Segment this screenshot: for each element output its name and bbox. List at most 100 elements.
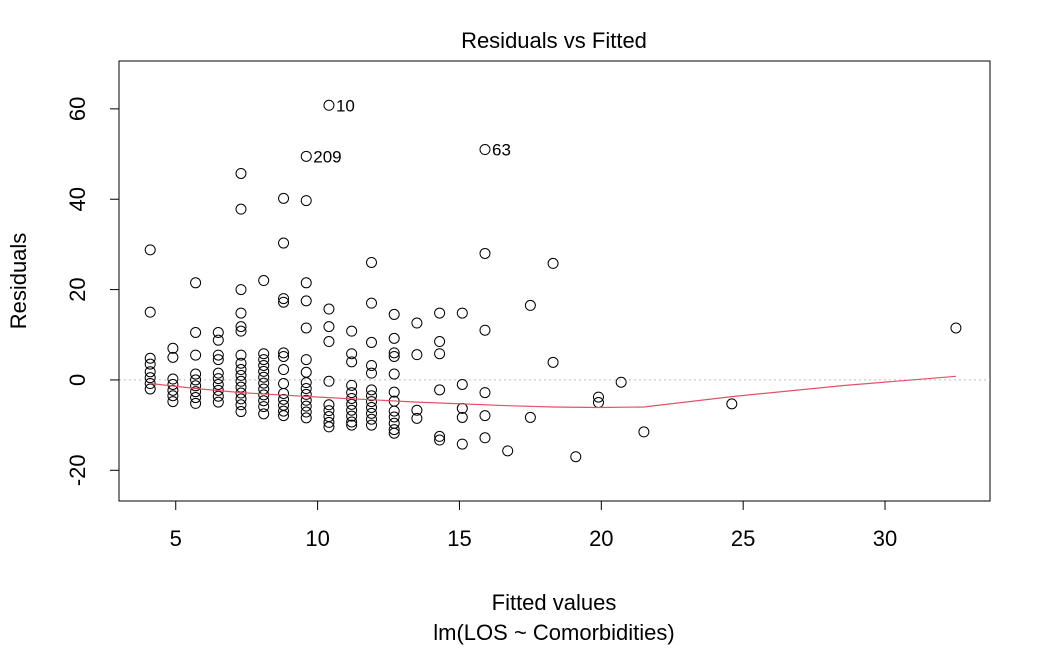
data-point [366, 297, 378, 309]
data-point [456, 402, 468, 414]
data-point [434, 348, 446, 360]
data-point [278, 350, 290, 362]
data-point [388, 427, 400, 439]
data-point [235, 364, 247, 376]
data-point [278, 347, 290, 359]
data-point [388, 332, 400, 344]
y-tick-label: 40 [65, 187, 90, 211]
data-point [278, 399, 290, 411]
data-point [278, 393, 290, 405]
data-point [502, 445, 514, 457]
model-formula-label: lm(LOS ~ Comorbidities) [433, 620, 674, 645]
data-point [300, 400, 312, 412]
data-point [212, 396, 224, 408]
data-point [346, 356, 358, 368]
data-point [212, 390, 224, 402]
data-point [258, 383, 270, 395]
data-point [346, 379, 358, 391]
data-point [278, 364, 290, 376]
y-tick-label: 0 [65, 374, 90, 386]
data-point [323, 303, 335, 315]
data-point [190, 397, 202, 409]
data-point [278, 410, 290, 422]
data-point [950, 322, 962, 334]
x-tick-label: 30 [873, 526, 897, 551]
data-point [366, 384, 378, 396]
chart-title: Residuals vs Fitted [461, 28, 647, 53]
data-point [456, 378, 468, 390]
data-point [300, 383, 312, 395]
y-axis-label: Residuals [6, 233, 31, 330]
point-label: 209 [313, 147, 341, 166]
data-point [144, 306, 156, 318]
data-point [278, 387, 290, 399]
data-point [346, 416, 358, 428]
data-point [388, 308, 400, 320]
data-point [323, 411, 335, 423]
data-point [235, 369, 247, 381]
data-point [434, 430, 446, 442]
data-point [479, 324, 491, 336]
data-point [144, 352, 156, 364]
data-point [278, 192, 290, 204]
data-point [190, 326, 202, 338]
data-point [167, 378, 179, 390]
data-point [456, 438, 468, 450]
data-point [300, 277, 312, 289]
data-point [479, 247, 491, 259]
data-point [212, 334, 224, 346]
x-tick-label: 20 [589, 526, 613, 551]
data-point [167, 373, 179, 385]
data-point [167, 342, 179, 354]
data-point [300, 377, 312, 389]
scatter-points [144, 99, 962, 463]
data-point [144, 366, 156, 378]
data-point [300, 394, 312, 406]
data-point [323, 99, 335, 111]
data-point [212, 326, 224, 338]
data-point [300, 322, 312, 334]
data-point [190, 374, 202, 386]
y-axis: -20 0 20 40 60 [65, 97, 120, 486]
data-point [258, 395, 270, 407]
data-point [235, 167, 247, 179]
data-point [258, 408, 270, 420]
data-point [592, 391, 604, 403]
x-tick-label: 15 [447, 526, 471, 551]
plot-box [118, 60, 991, 502]
data-point [547, 356, 559, 368]
point-labels: 10 209 63 [313, 96, 511, 166]
data-point [235, 284, 247, 296]
data-point [411, 404, 423, 416]
data-point [235, 381, 247, 393]
data-point [212, 373, 224, 385]
data-point [190, 349, 202, 361]
data-point [456, 411, 468, 423]
data-point [278, 237, 290, 249]
data-point [366, 359, 378, 371]
data-point [278, 378, 290, 390]
point-label: 10 [336, 96, 355, 115]
data-point [323, 416, 335, 428]
data-point [366, 390, 378, 402]
data-point [366, 419, 378, 431]
data-point [212, 349, 224, 361]
data-point [638, 426, 650, 438]
data-point [235, 349, 247, 361]
data-point [434, 336, 446, 348]
data-point [167, 351, 179, 363]
data-point [258, 275, 270, 287]
data-point [300, 366, 312, 378]
point-label: 63 [492, 141, 511, 160]
smoother-line [150, 375, 957, 409]
data-point [524, 299, 536, 311]
data-point [479, 387, 491, 399]
data-point [258, 401, 270, 413]
data-point [278, 296, 290, 308]
data-point [411, 317, 423, 329]
data-point [258, 354, 270, 366]
data-point [235, 399, 247, 411]
data-point [479, 144, 491, 156]
x-tick-label: 5 [170, 526, 182, 551]
